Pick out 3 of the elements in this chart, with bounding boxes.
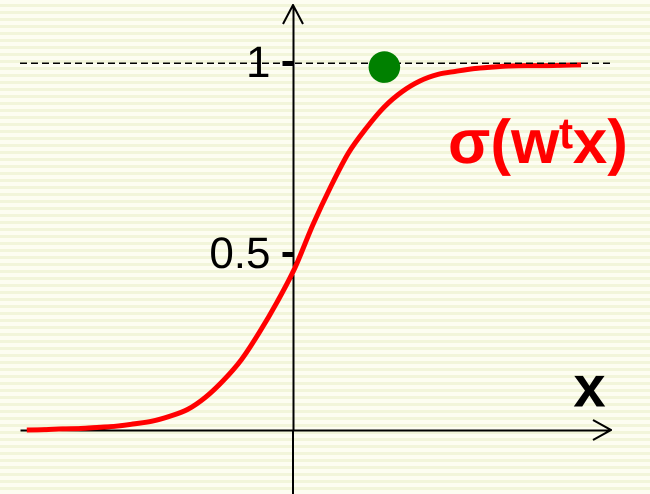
series-label: σ(wᵗx) (448, 108, 628, 177)
y-tick-label: 0.5 (209, 228, 270, 278)
x-axis-title: x (573, 354, 606, 420)
